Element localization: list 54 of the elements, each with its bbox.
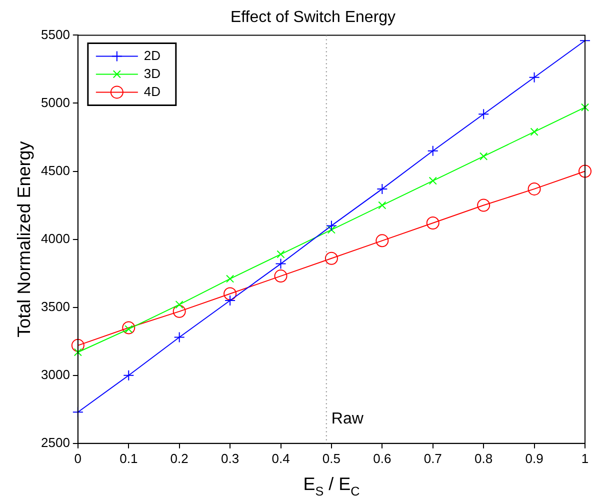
y-tick-label: 4000: [41, 230, 70, 246]
point: [477, 198, 490, 212]
x-tick-label: 0.8: [474, 450, 493, 466]
point: [327, 226, 336, 234]
point: [530, 128, 538, 136]
point: [123, 370, 134, 381]
point: [378, 201, 386, 210]
point: [71, 338, 84, 352]
point: [376, 183, 388, 194]
point: [74, 348, 82, 356]
point: [324, 252, 338, 265]
x-tick-label: 0.6: [373, 450, 392, 466]
ref-line-label: Raw: [331, 410, 364, 428]
point: [274, 270, 288, 283]
x-tick-label: 1: [581, 450, 589, 466]
point: [578, 164, 592, 178]
point: [226, 274, 234, 283]
legend-label: 2D: [144, 48, 161, 63]
point: [122, 321, 136, 334]
point: [175, 300, 184, 309]
point: [528, 182, 541, 196]
point: [528, 72, 540, 83]
x-tick-label: 0.4: [272, 450, 290, 466]
point: [326, 220, 337, 232]
point: [478, 108, 490, 120]
x-tick-label: 0.7: [424, 450, 442, 466]
point: [376, 234, 389, 248]
y-tick-label: 5500: [41, 26, 70, 42]
point: [428, 176, 437, 185]
legend-label: 3D: [144, 66, 161, 81]
x-tick-label: 0.1: [120, 450, 138, 466]
point: [580, 103, 590, 112]
y-tick-label: 3500: [41, 298, 70, 314]
point: [276, 250, 285, 258]
legend-label: 4D: [144, 84, 161, 99]
point: [427, 145, 438, 156]
y-tick-label: 5000: [41, 94, 70, 110]
chart-title: Effect of Switch Energy: [230, 9, 396, 26]
point: [224, 295, 236, 306]
y-tick-label: 2500: [41, 434, 70, 450]
point: [275, 258, 286, 270]
y-tick-label: 4500: [41, 162, 70, 178]
point: [426, 216, 440, 230]
x-tick-label: 0.2: [170, 450, 188, 466]
point: [224, 287, 237, 300]
point: [174, 332, 185, 343]
x-tick-label: 0.3: [221, 450, 240, 466]
y-tick-label: 3000: [41, 366, 70, 382]
point: [172, 304, 186, 318]
x-tick-label: 0: [74, 450, 82, 466]
point: [480, 152, 488, 160]
x-tick-label: 0.5: [322, 450, 340, 466]
y-axis-title: Total Normalized Energy: [14, 141, 34, 338]
x-tick-label: 0.9: [525, 450, 544, 466]
